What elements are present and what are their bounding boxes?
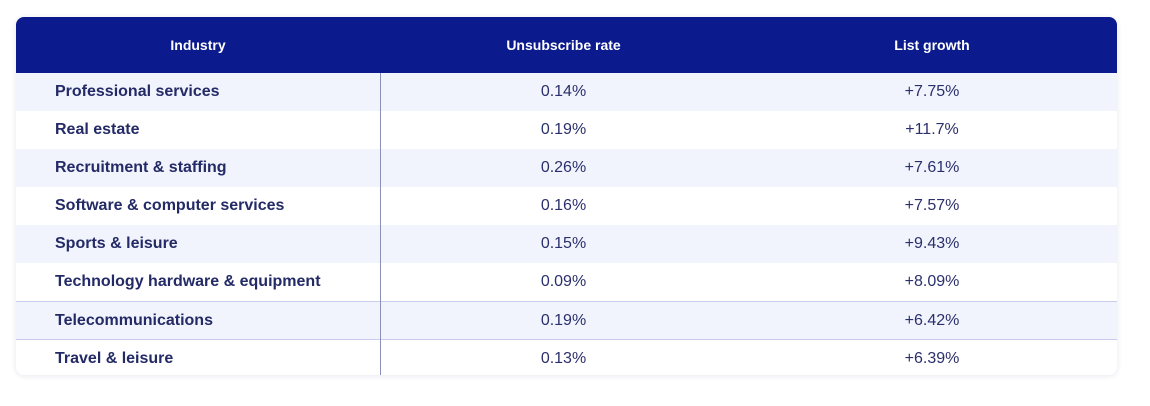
table-row: Software & computer services 0.16% +7.57… [16,187,1117,225]
list-growth-cell: +8.09% [904,273,960,290]
list-growth-cell: +9.43% [904,235,960,252]
table-row: Real estate 0.19% +11.7% [16,111,1117,149]
unsubscribe-rate-cell: 0.19% [540,121,587,138]
unsubscribe-rate-cell: 0.09% [540,273,587,290]
table-row: Sports & leisure 0.15% +9.43% [16,225,1117,263]
table-row: Telecommunications 0.19% +6.42% [16,301,1117,339]
list-growth-cell: +6.42% [904,312,960,329]
column-divider [380,73,381,375]
list-growth-cell: +7.61% [904,159,960,176]
industry-cell: Travel & leisure [55,350,174,367]
table-row: Professional services 0.14% +7.75% [16,73,1117,111]
unsubscribe-rate-cell: 0.15% [540,235,587,252]
table-row: Travel & leisure 0.13% +6.39% [16,339,1117,375]
industry-table: Industry Unsubscribe rate List growth Pr… [16,17,1117,375]
industry-cell: Sports & leisure [55,235,178,252]
list-growth-cell: +11.7% [905,121,959,138]
industry-cell: Software & computer services [55,197,285,214]
list-growth-cell: +7.75% [904,83,960,100]
unsubscribe-rate-cell: 0.26% [540,159,587,176]
unsubscribe-rate-cell: 0.19% [540,312,587,329]
unsubscribe-rate-cell: 0.16% [540,197,587,214]
unsubscribe-rate-cell: 0.13% [540,350,587,367]
table-body: Professional services 0.14% +7.75% Real … [16,73,1117,375]
unsubscribe-rate-cell: 0.14% [540,83,587,100]
list-growth-cell: +6.39% [904,350,960,367]
header-industry: Industry [170,37,226,53]
table-row: Technology hardware & equipment 0.09% +8… [16,263,1117,301]
industry-cell: Professional services [55,83,220,100]
table-header: Industry Unsubscribe rate List growth [16,17,1117,73]
list-growth-cell: +7.57% [904,197,960,214]
industry-cell: Recruitment & staffing [55,159,227,176]
industry-cell: Technology hardware & equipment [55,273,321,290]
header-unsubscribe-rate: Unsubscribe rate [506,37,621,53]
table-row: Recruitment & staffing 0.26% +7.61% [16,149,1117,187]
industry-cell: Telecommunications [55,312,213,329]
header-list-growth: List growth [894,37,970,53]
industry-cell: Real estate [55,121,140,138]
